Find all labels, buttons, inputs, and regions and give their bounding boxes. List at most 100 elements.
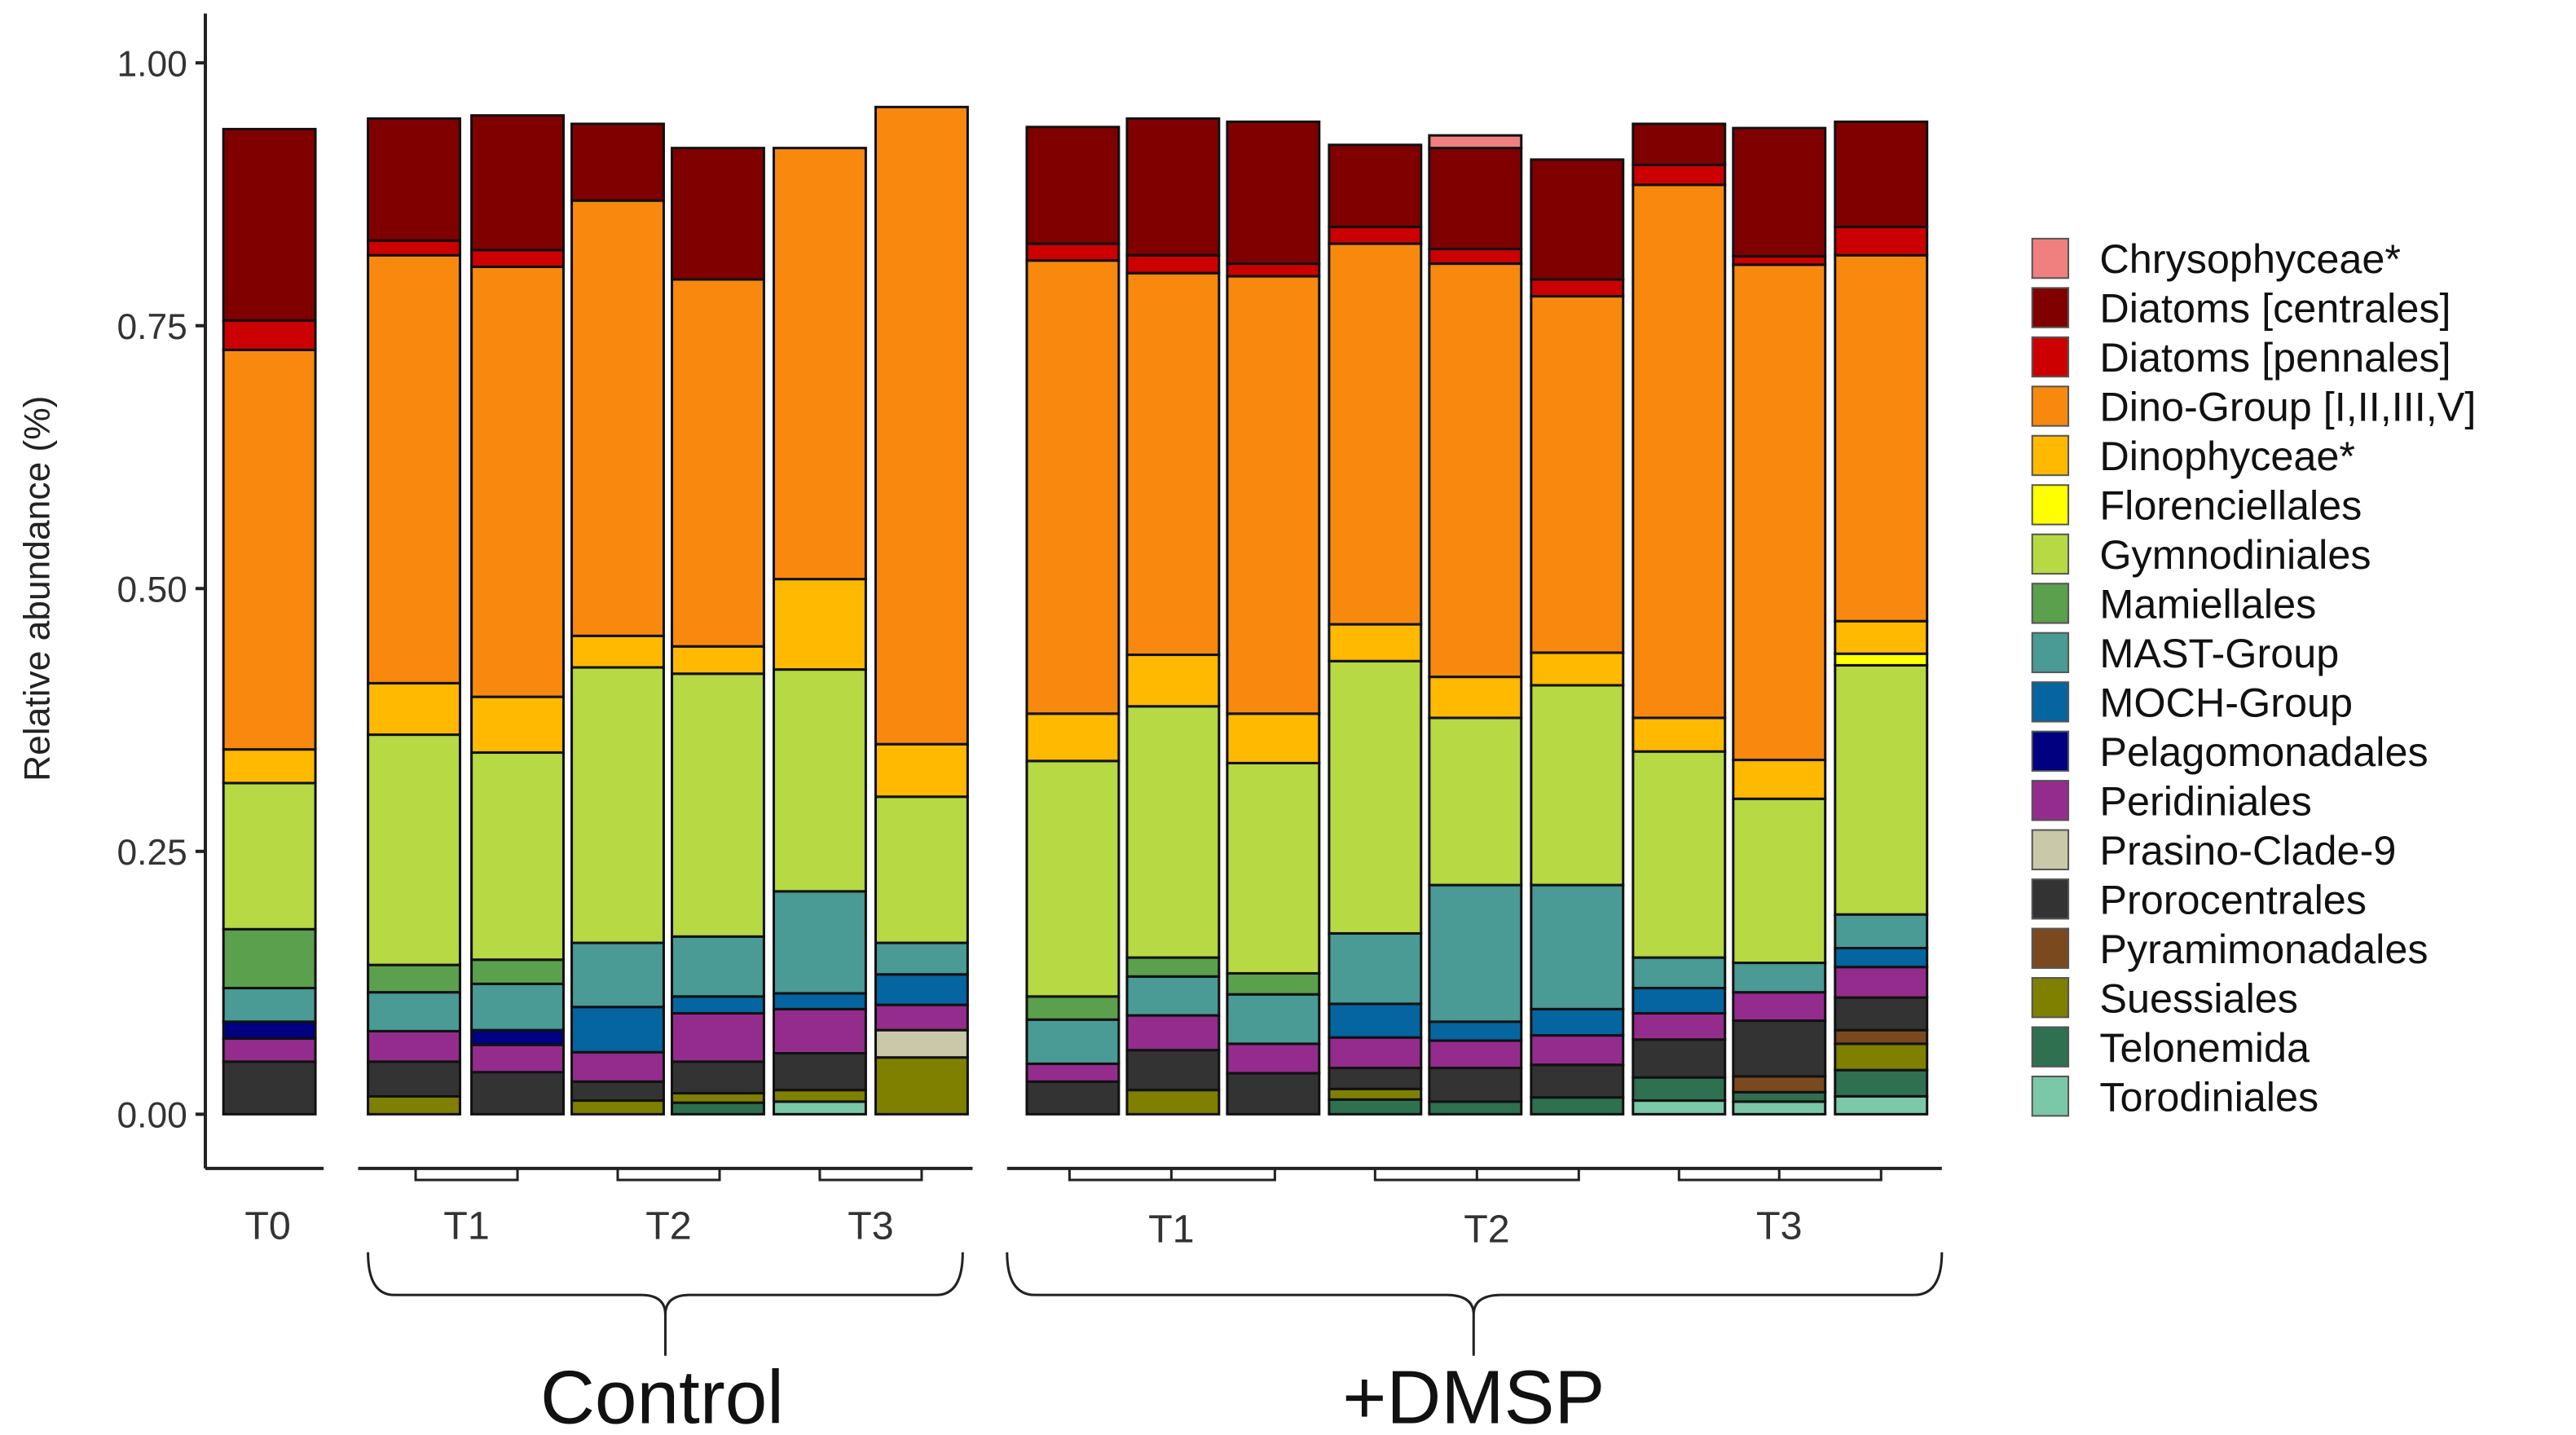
bar-segment-diatoms-centrales- xyxy=(1025,125,1121,245)
bar-segment-prorocentrales xyxy=(367,1060,461,1098)
bar-segment-peridiniales xyxy=(1428,1039,1523,1070)
legend-item: Dino-Group [I,II,III,V] xyxy=(2031,384,2476,430)
bar-segment-telonemida xyxy=(1834,1068,1929,1098)
legend-item: Telonemida xyxy=(2031,1024,2310,1071)
bar-segment-dino-group-i-ii-iii-v- xyxy=(1328,242,1423,626)
bar-Control-T2a xyxy=(570,122,665,1116)
bar-segment-telonemida xyxy=(1732,1090,1827,1103)
bar-segment-gymnodiniales xyxy=(1025,759,1121,998)
bracket-dmsp-t1 xyxy=(1068,1168,1276,1182)
bar-segment-dino-group-i-ii-iii-v- xyxy=(671,278,765,648)
bar-segment-diatoms-pennales- xyxy=(1631,163,1727,187)
bar-segment-prorocentrales xyxy=(1834,996,1929,1032)
bar-segment-peridiniales xyxy=(470,1043,565,1074)
bar-segment-mamiellales xyxy=(1226,971,1321,996)
bar-segment-gymnodiniales xyxy=(1328,659,1423,935)
legend-label: Prorocentrales xyxy=(2099,876,2367,922)
bar-segment-gymnodiniales xyxy=(222,781,317,931)
bar-segment-mast-group xyxy=(1530,883,1625,1010)
bar-segment-peridiniales xyxy=(874,1003,969,1032)
bar-segment-diatoms-centrales- xyxy=(367,117,461,242)
bar-segment-moch-group xyxy=(1428,1020,1523,1042)
y-tick-label: 0.50 xyxy=(117,570,187,610)
bar-segment-dino-group-i-ii-iii-v- xyxy=(367,253,461,684)
brace-control xyxy=(367,1252,964,1356)
bar-segment-moch-group xyxy=(874,973,969,1006)
bar-segment-telonemida xyxy=(1631,1076,1727,1103)
bar-segment-mast-group xyxy=(1328,931,1423,1006)
legend-swatch xyxy=(2031,1026,2070,1067)
legend-item: Torodiniales xyxy=(2031,1073,2318,1120)
bar-segment-dinophyceae- xyxy=(1226,712,1321,764)
legend-swatch xyxy=(2031,484,2070,526)
legend-swatch xyxy=(2031,1075,2070,1117)
legend-item: Pyramimonadales xyxy=(2031,926,2428,972)
bar-segment-prorocentrales xyxy=(1732,1019,1827,1078)
legend-swatch xyxy=(2031,434,2070,477)
bar-DMSP-T2c xyxy=(1530,158,1625,1116)
bar-segment-peridiniales xyxy=(1530,1034,1625,1067)
bar-segment-suessiales xyxy=(772,1089,867,1103)
bar-segment-peridiniales xyxy=(1732,991,1827,1023)
legend-label: Dino-Group [I,II,III,V] xyxy=(2099,384,2476,430)
bar-segment-mast-group xyxy=(1428,883,1523,1023)
bar-Control-T3b xyxy=(874,105,969,1116)
bar-segment-prorocentrales xyxy=(1025,1080,1121,1116)
bar-segment-gymnodiniales xyxy=(1834,663,1929,916)
bar-segment-suessiales xyxy=(874,1056,969,1116)
bar-segment-prorocentrales xyxy=(1631,1038,1727,1079)
bar-segment-peridiniales xyxy=(222,1037,317,1063)
legend-item: Diatoms [centrales] xyxy=(2031,285,2451,332)
legend-item: Mamiellales xyxy=(2031,581,2316,627)
bar-segment-mast-group xyxy=(470,982,565,1032)
bracket-control-t1 xyxy=(414,1168,519,1182)
bar-segment-torodiniales xyxy=(772,1100,867,1116)
label-control-t1: T1 xyxy=(443,1204,489,1248)
bar-segment-peridiniales xyxy=(1834,966,1929,999)
bar-segment-dinophyceae- xyxy=(1732,759,1827,800)
group-label-control: Control xyxy=(540,1354,784,1435)
bar-segment-gymnodiniales xyxy=(1428,716,1523,887)
legend-label: Suessiales xyxy=(2099,975,2298,1021)
bar-segment-suessiales xyxy=(570,1099,665,1116)
bar-segment-mast-group xyxy=(570,941,665,1009)
bar-segment-pelagomonadales xyxy=(222,1020,317,1040)
bar-segment-dino-group-i-ii-iii-v- xyxy=(570,199,665,637)
legend-swatch xyxy=(2031,829,2070,870)
bar-segment-dino-group-i-ii-iii-v- xyxy=(222,348,317,751)
bar-segment-dinophyceae- xyxy=(367,681,461,737)
bar-segment-prorocentrales xyxy=(772,1052,867,1092)
bracket-control-t3 xyxy=(818,1168,923,1182)
bar-segment-dinophyceae- xyxy=(1125,654,1221,708)
bar-segment-diatoms-centrales- xyxy=(671,147,765,281)
bar-DMSP-T3c xyxy=(1834,120,1929,1116)
bar-segment-diatoms-centrales- xyxy=(1226,120,1321,266)
bar-segment-moch-group xyxy=(1530,1007,1625,1037)
label-dmsp-t3: T3 xyxy=(1756,1204,1802,1248)
bar-DMSP-T1c xyxy=(1226,120,1321,1116)
bar-segment-mamiellales xyxy=(367,963,461,994)
bar-segment-mast-group xyxy=(367,991,461,1032)
bar-segment-dino-group-i-ii-iii-v- xyxy=(1530,295,1625,654)
legend-item: Prasino-Clade-9 xyxy=(2031,827,2396,874)
bar-segment-dinophyceae- xyxy=(1428,676,1523,720)
bar-segment-dino-group-i-ii-iii-v- xyxy=(1025,259,1121,715)
legend-item: Florenciellales xyxy=(2031,482,2362,529)
bar-segment-gymnodiniales xyxy=(367,733,461,966)
bar-segment-suessiales xyxy=(367,1094,461,1116)
bar-segment-dinophyceae- xyxy=(1025,712,1121,763)
bar-segment-diatoms-centrales- xyxy=(1428,147,1523,251)
bar-segment-diatoms-pennales- xyxy=(1226,262,1321,278)
legend-label: Pyramimonadales xyxy=(2099,926,2428,972)
bar-segment-dinophyceae- xyxy=(470,695,565,755)
bar-Control-T3a xyxy=(772,147,867,1116)
bar-segment-diatoms-pennales- xyxy=(1125,253,1221,275)
bar-segment-dinophyceae- xyxy=(1328,623,1423,662)
bar-segment-suessiales xyxy=(1125,1089,1221,1116)
label-control-t2: T2 xyxy=(645,1204,691,1248)
bar-segment-diatoms-centrales- xyxy=(1530,158,1625,281)
bar-segment-mast-group xyxy=(1025,1018,1121,1065)
bar-segment-mast-group xyxy=(1226,993,1321,1045)
bar-segment-gymnodiniales xyxy=(772,668,867,893)
legend-swatch xyxy=(2031,977,2070,1019)
